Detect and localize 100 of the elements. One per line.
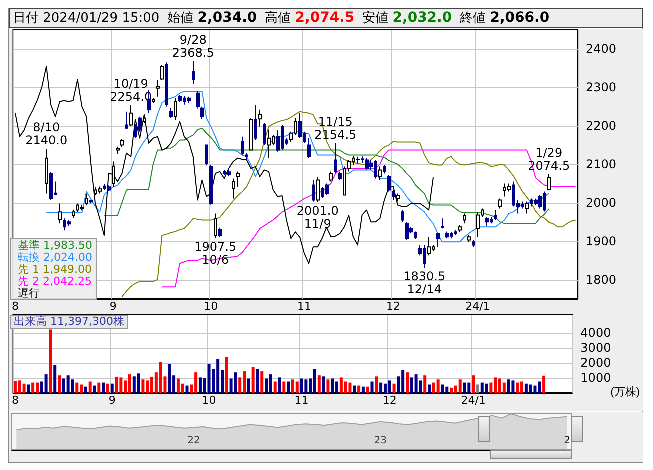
bar xyxy=(441,384,444,393)
bar xyxy=(54,365,57,393)
candlestick xyxy=(85,193,88,206)
candlestick xyxy=(538,194,542,210)
candlestick xyxy=(143,114,146,124)
text: 遅行 xyxy=(18,287,40,300)
bar xyxy=(71,380,74,393)
candlestick xyxy=(485,216,489,226)
x-tick-label: 9 xyxy=(108,394,116,407)
bar xyxy=(344,382,348,393)
bar xyxy=(137,374,140,393)
bar xyxy=(49,330,52,393)
candlestick xyxy=(241,136,244,156)
candlestick xyxy=(316,176,320,204)
bar xyxy=(93,386,96,393)
bar xyxy=(142,380,145,393)
bar xyxy=(44,374,48,393)
candlestick xyxy=(58,203,62,224)
candlestick xyxy=(427,236,431,256)
annotation: 9/28 2368.5 xyxy=(172,32,214,60)
candlestick xyxy=(472,240,475,248)
y-tick-label: 4000 xyxy=(580,326,612,340)
bar xyxy=(414,374,418,393)
bar xyxy=(260,372,264,393)
candlestick xyxy=(276,130,280,152)
x-tick-label: 10 xyxy=(202,394,216,407)
text: 転換 2,024.00 xyxy=(18,251,92,264)
bar xyxy=(485,384,488,393)
candlestick xyxy=(454,230,457,236)
text: 先 1 1,949.00 xyxy=(18,263,92,276)
bar xyxy=(168,364,172,393)
candlestick xyxy=(174,98,177,121)
candlestick xyxy=(129,104,133,127)
bar xyxy=(331,378,334,393)
y-tick-label: 2100 xyxy=(586,158,617,172)
y-tick-label: 2200 xyxy=(586,119,617,134)
bar xyxy=(287,382,290,393)
bar xyxy=(98,382,101,393)
text: 安値 2,032.0 xyxy=(362,10,452,26)
candlestick xyxy=(107,185,111,192)
bar xyxy=(326,380,330,393)
bar xyxy=(507,380,510,393)
bar xyxy=(66,376,70,393)
candlestick xyxy=(467,234,471,243)
bar xyxy=(392,384,396,393)
candlestick xyxy=(116,146,120,155)
bar xyxy=(502,382,506,393)
bar xyxy=(278,378,282,393)
bar xyxy=(274,382,277,393)
candlestick xyxy=(401,210,404,223)
candlestick xyxy=(169,108,173,119)
bar xyxy=(516,382,520,393)
text: 始値 2,034.0 xyxy=(168,10,258,26)
bar xyxy=(296,382,299,393)
annotation: 2001.0 11/9 xyxy=(296,204,339,232)
candlestick xyxy=(258,109,262,128)
bar xyxy=(58,376,62,393)
bar xyxy=(234,372,238,393)
candlestick xyxy=(227,168,231,177)
bar xyxy=(468,382,471,393)
candlestick xyxy=(254,104,257,141)
bar xyxy=(322,376,326,393)
bar xyxy=(424,376,427,393)
y-tick-label: 2000 xyxy=(580,356,612,370)
bar xyxy=(450,388,454,393)
bar xyxy=(88,382,92,393)
x-tick-label: 2 xyxy=(564,436,571,446)
bar xyxy=(304,380,308,393)
candlestick xyxy=(249,118,253,151)
candlestick xyxy=(214,213,217,239)
x-tick-label: 8 xyxy=(12,394,19,407)
bar xyxy=(318,376,321,393)
bar xyxy=(529,384,532,393)
bar xyxy=(406,372,409,393)
bar xyxy=(348,382,352,393)
candlestick xyxy=(165,62,168,108)
bar xyxy=(247,378,250,393)
text: 基準 1,983.50 xyxy=(18,239,92,252)
bar xyxy=(252,368,255,393)
candlestick xyxy=(80,204,84,212)
annotation: 1830.5 12/14 xyxy=(404,270,446,297)
x-tick-label: 11 xyxy=(298,300,312,313)
bar xyxy=(32,382,35,393)
bar xyxy=(36,382,39,393)
bar xyxy=(476,384,480,393)
bar xyxy=(102,382,106,393)
candlestick xyxy=(49,172,53,201)
y-tick-label: 2000 xyxy=(586,196,617,210)
candlestick xyxy=(356,156,360,164)
bar xyxy=(358,386,361,393)
bar xyxy=(463,382,466,393)
bar xyxy=(159,362,162,393)
annotation: 8/10 2140.0 xyxy=(26,120,68,148)
candlestick xyxy=(120,139,124,148)
candlestick xyxy=(125,111,128,130)
bar xyxy=(186,386,189,393)
y-tick-label: 2300 xyxy=(586,80,617,95)
text: 終値 2,066.0 xyxy=(460,10,550,26)
bar xyxy=(106,384,110,393)
candlestick xyxy=(89,199,93,204)
